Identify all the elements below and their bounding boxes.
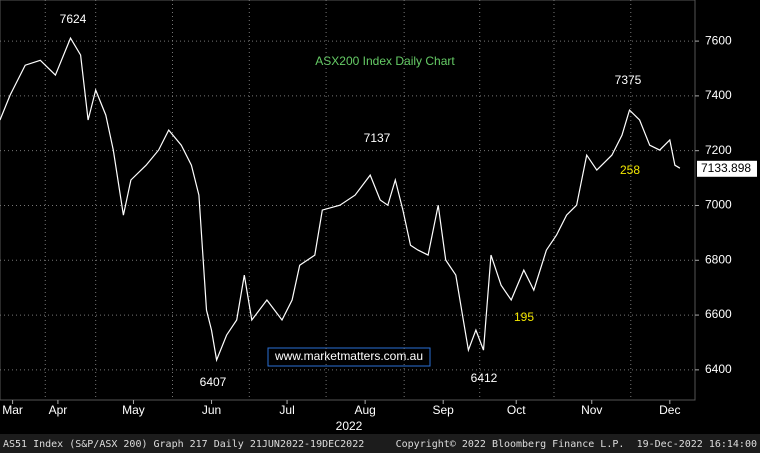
- x-tick-label: Apr: [49, 403, 68, 417]
- footer-center: Copyright© 2022 Bloomberg Finance L.P.: [396, 439, 625, 450]
- x-tick-label: Oct: [507, 403, 526, 417]
- annotation: 6407: [200, 375, 227, 389]
- y-tick-label: 7200: [705, 143, 732, 157]
- last-value-box: [697, 160, 757, 177]
- chart-title: ASX200 Index Daily Chart: [315, 54, 455, 68]
- x-tick-label: Aug: [354, 403, 375, 417]
- y-tick-label: 6600: [705, 307, 732, 321]
- x-tick-label: May: [122, 403, 145, 417]
- y-tick-label: 7600: [705, 33, 732, 47]
- last-value-label: 7133.898: [701, 161, 751, 175]
- annotation: 258: [620, 163, 640, 177]
- annotation: 7624: [60, 12, 87, 26]
- y-tick-label: 7000: [705, 198, 732, 212]
- y-tick-label: 6400: [705, 362, 732, 376]
- annotation: 6412: [471, 371, 498, 385]
- watermark-box: [267, 347, 431, 367]
- y-tick-label: 6800: [705, 252, 732, 266]
- annotation: 195: [514, 310, 534, 324]
- footer-left: AS51 Index (S&P/ASX 200) Graph 217 Daily…: [3, 439, 364, 450]
- x-tick-label: Nov: [581, 403, 602, 417]
- x-tick-label: Jul: [279, 403, 294, 417]
- price-line: [0, 36, 681, 363]
- footer-right: 19-Dec-2022 16:14:00: [637, 439, 757, 450]
- watermark: www.marketmatters.com.au: [274, 349, 423, 363]
- footer-bar: [0, 434, 760, 453]
- annotation: 7375: [615, 73, 642, 87]
- year-label: 2022: [336, 419, 363, 433]
- x-tick-label: Sep: [433, 403, 455, 417]
- y-tick-label: 7400: [705, 88, 732, 102]
- x-tick-label: Dec: [659, 403, 680, 417]
- x-tick-label: Mar: [2, 403, 23, 417]
- annotation: 7137: [364, 131, 391, 145]
- x-tick-label: Jun: [202, 403, 221, 417]
